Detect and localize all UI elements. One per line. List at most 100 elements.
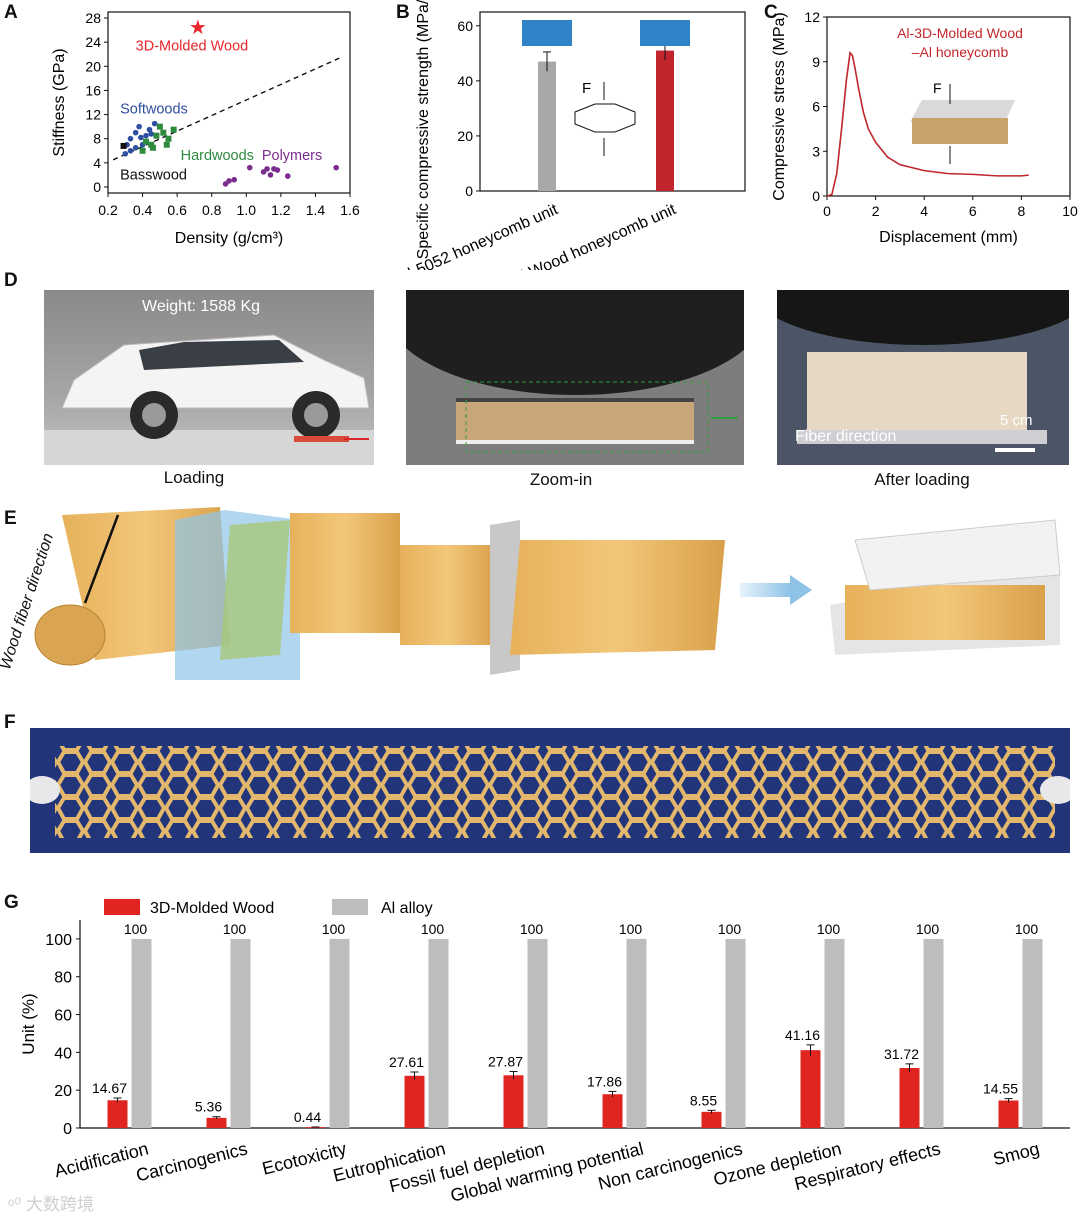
circle-point-a <box>267 172 274 178</box>
bar-al-alloy-g <box>1022 938 1043 1128</box>
plot-frame-b <box>479 11 746 192</box>
x-tick-label-a: 0.8 <box>202 202 222 218</box>
series-annotation-a: Basswood <box>120 168 187 184</box>
y-tick-label-b: 0 <box>465 183 473 199</box>
circle-point-a <box>127 147 134 154</box>
value-label-molded-wood-g: 41.16 <box>785 1027 820 1043</box>
value-label-al-alloy-g: 100 <box>916 921 940 937</box>
photo-car-loading: Weight: 1588 Kg <box>44 290 374 465</box>
force-label-b: F <box>582 80 591 97</box>
square-point-a <box>160 129 167 136</box>
x-tick-label-c: 10 <box>1062 203 1078 219</box>
y-tick-label-g: 40 <box>54 1045 72 1062</box>
title-line2-c: –Al honeycomb <box>912 44 1009 60</box>
x-tick-label-a: 1.6 <box>340 202 360 218</box>
photo-honeycomb-strip <box>30 728 1070 853</box>
star-point-a: ★ <box>189 17 207 39</box>
square-point-a <box>143 138 150 145</box>
circle-point-a <box>264 166 270 172</box>
category-label-g: Smog <box>991 1138 1041 1169</box>
circle-point-a <box>143 132 149 139</box>
panel-letter-b: B <box>396 2 410 23</box>
caption-loading: Loading <box>163 468 225 487</box>
circle-point-a <box>146 126 153 133</box>
category-label-g: Carcinogenics <box>134 1138 250 1185</box>
y-tick-label-c: 0 <box>812 188 820 204</box>
value-label-molded-wood-g: 14.55 <box>983 1081 1018 1097</box>
y-tick-label-g: 80 <box>54 970 72 987</box>
y-tick-label-b: 40 <box>457 73 473 89</box>
y-tick-label-b: 20 <box>457 128 473 144</box>
legend-label-al-alloy: Al alloy <box>381 900 433 917</box>
value-label-al-alloy-g: 100 <box>718 921 742 937</box>
chart-a-stiffness-vs-density: 0.2 0.4 0.6 0.8 1.0 1.2 1.4 1.6 0 4 8 12 16 20 24 28 Den… <box>51 10 360 247</box>
value-label-al-alloy-g: 100 <box>223 921 247 937</box>
bar-b <box>656 50 674 191</box>
value-label-al-alloy-g: 100 <box>124 921 148 937</box>
bar-al-alloy-g <box>230 938 251 1128</box>
series-annotation-a: Softwoods <box>120 101 188 117</box>
y-tick-label-c: 6 <box>812 99 820 115</box>
plot-frame-a <box>107 11 351 194</box>
x-tick-label-a: 1.2 <box>271 202 291 218</box>
y-tick-label-c: 12 <box>804 9 820 25</box>
circle-point-a <box>246 164 253 171</box>
bar-molded-wood-g <box>206 1117 227 1128</box>
photo-after-loading: Fiber direction 5 cm <box>777 290 1069 465</box>
y-axis-label-g: Unit (%) <box>19 993 38 1054</box>
y-axis-label-a: Stiffness (GPa) <box>51 48 68 156</box>
x-tick-label-a: 1.4 <box>306 202 326 218</box>
value-label-molded-wood-g: 0.44 <box>294 1109 321 1125</box>
circle-point-a <box>132 144 139 151</box>
value-label-molded-wood-g: 31.72 <box>884 1046 919 1062</box>
honeycomb-strip-pattern <box>30 746 1070 838</box>
y-tick-label-a: 24 <box>85 34 101 50</box>
molding-process-schematic <box>34 507 1061 680</box>
y-tick-label-a: 8 <box>93 131 101 147</box>
y-tick-label-g: 0 <box>63 1121 72 1138</box>
circle-point-a <box>284 173 291 179</box>
force-label-c: F <box>933 80 942 96</box>
y-tick-label-g: 100 <box>45 932 72 949</box>
honeycomb-after-loading <box>777 290 1069 452</box>
bar-molded-wood-g <box>305 1127 326 1128</box>
sandwich-core-c <box>912 118 1008 144</box>
y-axis-label-b: Specific compressive strength (MPa/(g/cm… <box>415 0 432 259</box>
circle-point-a <box>226 178 232 184</box>
value-label-al-alloy-g: 100 <box>520 921 544 937</box>
bar-molded-wood-g <box>107 1100 128 1128</box>
bar-al-alloy-g <box>428 938 449 1128</box>
x-tick-label-a: 1.0 <box>237 202 257 218</box>
car-illustration <box>44 334 374 465</box>
x-tick-label-c: 2 <box>872 203 880 219</box>
watermark-text: 大数跨境 <box>25 1195 94 1214</box>
value-label-al-alloy-g: 100 <box>1015 921 1039 937</box>
circle-point-a <box>333 164 339 171</box>
x-axis-label-c: Displacement (mm) <box>879 229 1018 246</box>
x-tick-label-c: 0 <box>823 203 831 219</box>
square-point-a <box>165 135 172 142</box>
honeycomb-diagram-b <box>574 103 636 133</box>
circle-point-a <box>138 134 144 141</box>
value-label-molded-wood-g: 8.55 <box>690 1092 717 1108</box>
chart-c-stress-displacement: 0 2 4 6 8 10 0 3 6 9 12 Displacement (mm) Compressiv… <box>771 9 1078 246</box>
x-tick-label-c: 8 <box>1018 203 1026 219</box>
circle-point-a <box>274 167 281 173</box>
series-annotation-a: Hardwoods <box>181 148 254 164</box>
circle-point-a <box>136 123 142 130</box>
bar-al-alloy-g <box>824 938 845 1128</box>
x-tick-label-a: 0.6 <box>167 202 187 218</box>
caption-after-loading: After loading <box>874 470 970 489</box>
circle-point-a <box>132 129 139 136</box>
x-axis-label-a: Density (g/cm³) <box>175 230 283 247</box>
watermark-logo: ᵒ⁰ 大数跨境 <box>8 1190 94 1215</box>
series-annotation-a: 3D-Molded Wood <box>136 39 249 55</box>
bar-al-alloy-g <box>329 938 350 1128</box>
bar-molded-wood-g <box>701 1111 722 1128</box>
bar-al-alloy-g <box>923 938 944 1128</box>
value-label-al-alloy-g: 100 <box>322 921 346 937</box>
y-tick-label-a: 20 <box>85 58 101 74</box>
x-tick-label-c: 6 <box>969 203 977 219</box>
value-label-al-alloy-g: 100 <box>421 921 445 937</box>
